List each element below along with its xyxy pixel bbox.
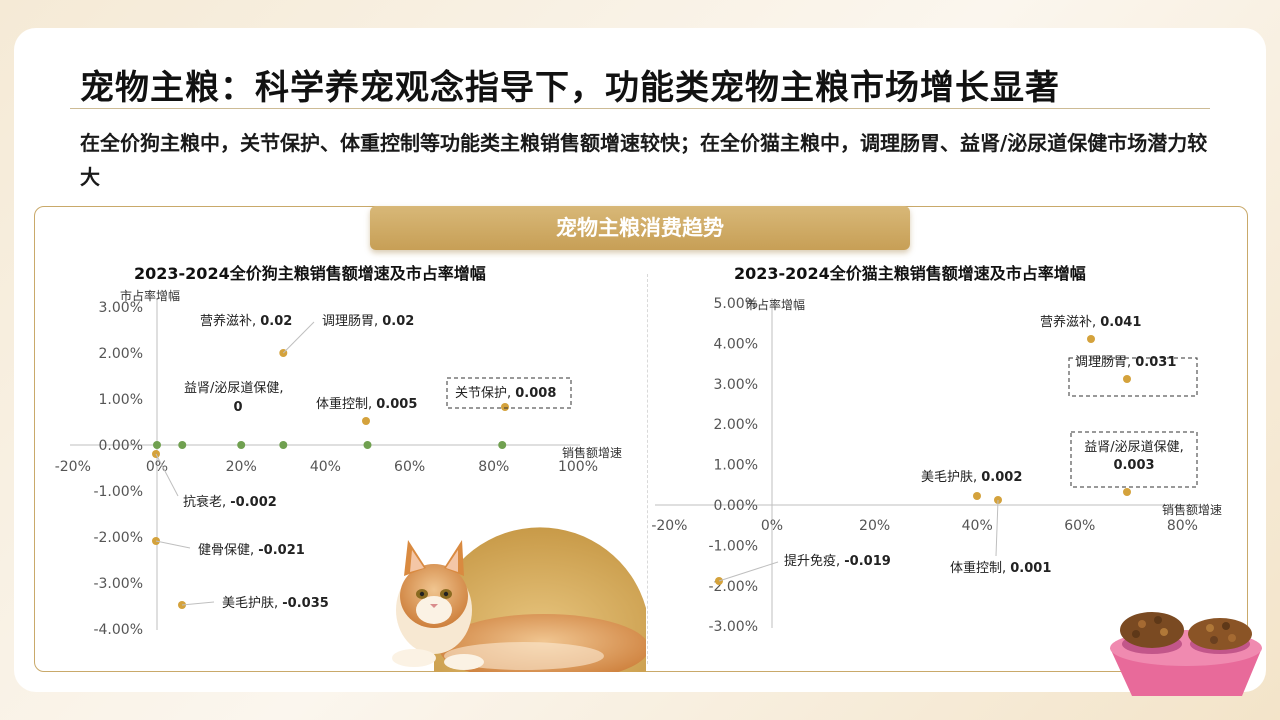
dog-label-nutrition: 营养滋补, 0.02 <box>200 313 292 329</box>
dog-leader-bone <box>155 540 191 549</box>
cat-label-immunity: 提升免疫, -0.019 <box>784 553 891 569</box>
cat-x-tick: 60% <box>1064 518 1095 534</box>
cat-x-tick: 20% <box>859 518 890 534</box>
dog-y-tick: -2.00% <box>93 530 143 546</box>
dog-y-tick: -1.00% <box>93 484 143 500</box>
dog-axis-point <box>363 441 372 449</box>
cat-y-tick: 3.00% <box>714 377 758 393</box>
slide-card: 宠物主粮：科学养宠观念指导下，功能类宠物主粮市场增长显著 在全价狗主粮中，关节保… <box>14 28 1266 696</box>
cat-point-digestion <box>1123 375 1131 383</box>
dog-label-weight: 体重控制, 0.005 <box>316 396 417 412</box>
cat-y-tick: 5.00% <box>714 296 758 312</box>
cat-chart-title: 2023-2024全价猫主粮销售额增速及市占率增幅 <box>734 264 1086 283</box>
cat-x-axis-label: 销售额增速 <box>1162 502 1222 517</box>
cat-y-axis-label: 市占率增幅 <box>745 297 805 312</box>
dog-y-tick: -3.00% <box>93 576 143 592</box>
section-banner: 宠物主粮消费趋势 <box>370 206 910 250</box>
cat-label-nutrition: 营养滋补, 0.041 <box>1040 314 1141 330</box>
dog-label-coat: 美毛护肤, -0.035 <box>222 596 329 611</box>
dog-x-tick: 100% <box>558 459 598 475</box>
cat-y-tick: 1.00% <box>714 458 758 474</box>
cat-y-tick: 4.00% <box>714 336 758 352</box>
dog-axis-point <box>178 441 187 449</box>
cat-leader-weight <box>995 499 999 557</box>
dog-label-digestion: 调理肠胃, 0.02 <box>322 314 414 329</box>
cat-label-weight: 体重控制, 0.001 <box>950 560 1051 576</box>
cat-y-tick: -3.00% <box>708 619 758 635</box>
cat-x-tick: -20% <box>651 518 687 534</box>
cat-x-tick: 80% <box>1167 518 1198 534</box>
dog-x-tick: 80% <box>478 459 509 475</box>
cat-kidney-callout-box <box>1070 431 1198 488</box>
title-divider <box>70 108 1210 109</box>
dog-y-axis-label: 市占率增幅 <box>120 288 180 303</box>
cat-digestion-callout-box <box>1068 357 1198 397</box>
cat-point-nutrition <box>1087 335 1095 343</box>
dog-label-joint: 关节保护, 0.008 <box>455 386 556 401</box>
cat-point-kidney <box>1123 488 1131 496</box>
cat-point-coat <box>973 492 981 500</box>
page-title: 宠物主粮：科学养宠观念指导下，功能类宠物主粮市场增长显著 <box>80 68 1060 108</box>
dog-leader-antiaging <box>155 453 179 497</box>
dog-x-tick: 40% <box>310 459 341 475</box>
dog-axis-point <box>237 441 246 449</box>
cat-x-tick: 40% <box>962 518 993 534</box>
cat-label-kidney-name: 益肾/泌尿道保健, <box>1084 440 1184 455</box>
dog-axis-point <box>279 441 288 449</box>
dog-x-axis-label: 销售额增速 <box>562 445 622 460</box>
dog-label-kidney-name: 益肾/泌尿道保健, <box>184 381 284 396</box>
dog-axis-point <box>153 441 161 449</box>
dog-y-tick: 2.00% <box>99 346 143 362</box>
dog-chart-title: 2023-2024全价狗主粮销售额增速及市占率增幅 <box>134 264 486 283</box>
cat-label-digestion: 调理肠胃, 0.031 <box>1075 355 1176 370</box>
cat-y-tick: -1.00% <box>708 538 758 554</box>
dog-y-tick: 1.00% <box>99 392 143 408</box>
dog-axis-point <box>498 441 507 449</box>
dog-x-tick: 0% <box>146 459 168 475</box>
dog-y-tick: 0.00% <box>99 438 143 454</box>
cat-y-tick: 2.00% <box>714 417 758 433</box>
cat-illustration <box>374 498 646 672</box>
dog-point-weight <box>362 417 370 425</box>
dog-leader-digestion <box>282 321 315 354</box>
dog-label-kidney-value: 0 <box>233 400 242 415</box>
cat-leader-immunity <box>718 561 779 582</box>
dog-x-tick: 60% <box>394 459 425 475</box>
page-subtitle: 在全价狗主粮中，关节保护、体重控制等功能类主粮销售额增速较快；在全价猫主粮中，调… <box>80 131 1208 189</box>
dog-leader-coat <box>181 601 215 606</box>
dog-point-joint <box>501 403 509 411</box>
cat-label-kidney-value: 0.003 <box>1113 458 1154 473</box>
dog-label-antiaging: 抗衰老, -0.002 <box>183 494 277 510</box>
chart-divider <box>647 274 648 664</box>
dog-y-tick: 3.00% <box>99 300 143 316</box>
dog-label-bone: 健骨保健, -0.021 <box>198 543 305 558</box>
dog-x-tick: -20% <box>55 459 91 475</box>
cat-y-tick: 0.00% <box>714 498 758 514</box>
pet-food-bowl-illustration <box>1102 578 1266 708</box>
dog-x-tick: 20% <box>226 459 257 475</box>
cat-x-tick: 0% <box>761 518 783 534</box>
cat-label-coat: 美毛护肤, 0.002 <box>921 470 1022 485</box>
dog-y-tick: -4.00% <box>93 622 143 638</box>
